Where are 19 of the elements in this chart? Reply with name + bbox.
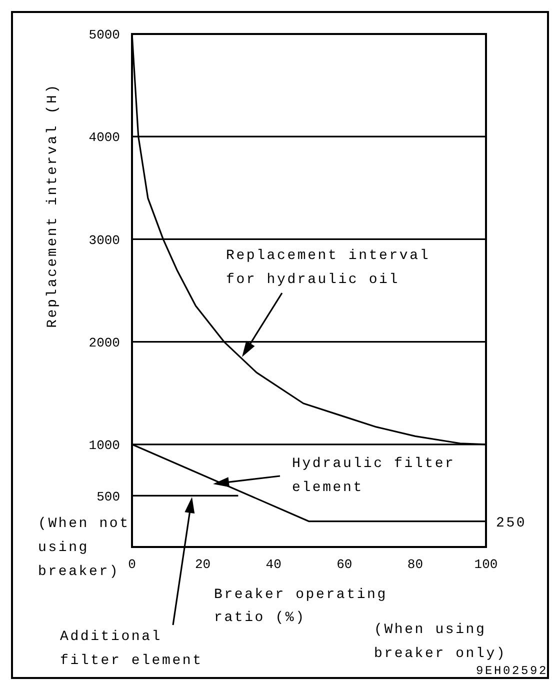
y-tick-label: 500 <box>96 489 120 504</box>
y-tick-label: 1000 <box>88 438 120 453</box>
x-tick-label: 0 <box>128 557 136 572</box>
y-axis-title: Replacement interval (H) <box>45 83 61 328</box>
y-tick-label: 2000 <box>88 335 120 350</box>
annotation: 250 <box>496 515 527 532</box>
x-tick-label: 40 <box>266 557 282 572</box>
y-tick-label: 4000 <box>88 130 120 146</box>
x-tick-label: 80 <box>407 557 424 572</box>
y-tick-label: 3000 <box>88 232 120 248</box>
annotation: Replacement interval for hydraulic oil <box>226 248 430 288</box>
x-tick-label: 100 <box>474 557 498 572</box>
text: 9EH02592 <box>476 664 548 678</box>
y-tick-label: 5000 <box>88 28 120 43</box>
x-tick-label: 20 <box>194 557 211 572</box>
text: (When not using breaker) <box>38 516 130 580</box>
annotation: Hydraulic filter element <box>292 456 456 496</box>
text: Additional filter element <box>60 629 203 669</box>
x-tick-label: 60 <box>336 557 352 572</box>
